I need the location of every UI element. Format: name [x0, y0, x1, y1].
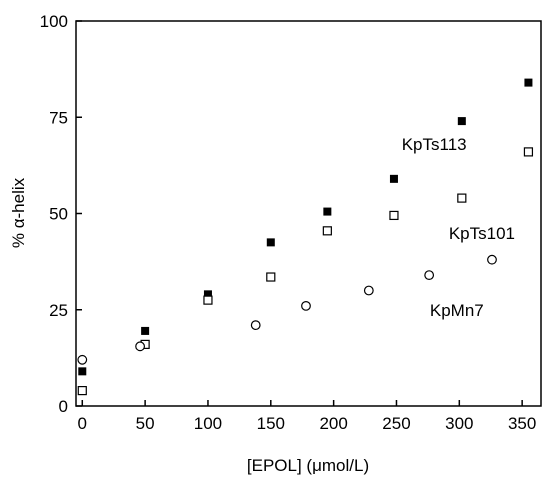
- x-tick-label: 350: [508, 414, 536, 433]
- data-point-kpmn7: [301, 301, 311, 311]
- data-point-kpts101: [203, 295, 213, 305]
- series-label-kpts101: KpTs101: [449, 224, 515, 243]
- data-point-kpts101: [322, 226, 332, 236]
- x-tick-label: 250: [382, 414, 410, 433]
- y-tick-label: 75: [49, 108, 68, 127]
- data-point-kpts113: [78, 367, 87, 376]
- x-tick-label: 150: [257, 414, 285, 433]
- y-tick-label: 0: [59, 397, 68, 416]
- data-point-kpts101: [266, 272, 276, 282]
- y-axis-ticks: 0 25 50 75 100: [40, 12, 82, 416]
- x-tick-label: 100: [194, 414, 222, 433]
- x-axis-ticks: 0 50 100 150 200 250 300 350: [78, 400, 536, 433]
- y-tick-label: 25: [49, 301, 68, 320]
- series-annotations: KpTs113 KpTs101 KpMn7: [402, 135, 515, 320]
- series-label-kpmn7: KpMn7: [430, 301, 484, 320]
- data-point-kpmn7: [77, 354, 88, 365]
- y-tick-label: 50: [49, 205, 68, 224]
- y-tick-label: 100: [40, 12, 68, 31]
- data-point-kpmn7: [135, 341, 145, 352]
- x-axis-label: [EPOL] (μmol/L): [247, 456, 369, 475]
- data-point-kpmn7: [250, 320, 261, 331]
- series-label-kpts113: KpTs113: [402, 135, 467, 154]
- data-point-kpts113: [457, 117, 466, 126]
- x-tick-label: 0: [78, 414, 87, 433]
- data-point-kpmn7: [424, 270, 435, 281]
- data-point-kpmn7: [363, 285, 374, 296]
- data-point-kpts101: [523, 147, 534, 157]
- data-point-kpmn7: [487, 254, 497, 265]
- data-points: [77, 78, 534, 396]
- data-point-kpts113: [389, 174, 398, 183]
- data-point-kpts113: [323, 207, 332, 216]
- data-point-kpts113: [203, 290, 212, 299]
- x-tick-label: 300: [445, 414, 473, 433]
- y-axis-label: % α-helix: [9, 177, 28, 248]
- data-point-kpts113: [524, 78, 533, 87]
- data-point-kpts101: [389, 210, 399, 221]
- data-point-kpts113: [141, 326, 150, 335]
- data-point-kpts101: [457, 193, 467, 203]
- x-tick-label: 200: [319, 414, 347, 433]
- x-tick-label: 50: [136, 414, 155, 433]
- data-point-kpts101: [77, 386, 87, 396]
- data-point-kpts113: [266, 238, 275, 247]
